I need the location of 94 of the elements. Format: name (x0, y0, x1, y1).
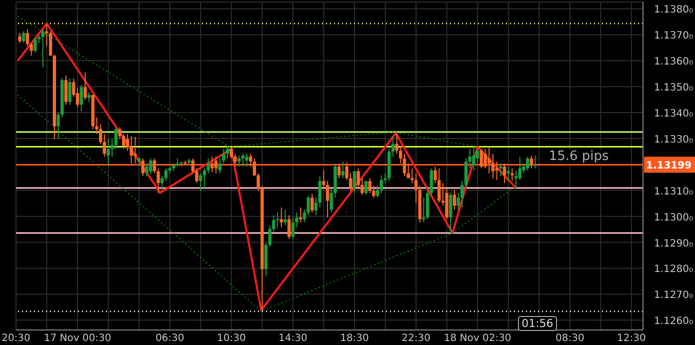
candlestick (472, 146, 476, 171)
candlestick (502, 162, 506, 184)
y-tick-label: 1.1360₀ (654, 56, 693, 68)
y-tick-label: 1.1300₀ (654, 212, 693, 224)
candlestick (284, 209, 287, 226)
candlestick (337, 162, 341, 179)
candlestick (518, 156, 522, 181)
annotation: 15.6 pips (546, 149, 612, 164)
candlestick (276, 212, 280, 228)
candlestick (376, 185, 380, 198)
candlestick (248, 153, 252, 168)
y-tick-label: 1.1340₀ (654, 108, 693, 120)
y-tick-label: 1.1370₀ (654, 30, 693, 42)
candlestick (468, 148, 472, 169)
y-tick-label: 1.1350₀ (654, 82, 693, 94)
candlestick (526, 156, 530, 171)
candlestick (202, 168, 206, 189)
y-tick-label: 1.1330₀ (654, 134, 693, 146)
candlestick (210, 156, 214, 173)
y-tick-label: 1.1290₀ (654, 238, 693, 250)
candlestick (22, 30, 26, 44)
y-tick-label: 1.1270₀ (654, 290, 693, 302)
candlestick (226, 145, 230, 159)
candlestick (480, 148, 483, 169)
candlestick (380, 174, 383, 194)
candlestick (310, 193, 314, 213)
x-tick-label: 18:30 (340, 333, 369, 344)
x-tick-label: 18 Nov 02:30 (444, 333, 512, 344)
x-tick-label: 06:30 (155, 333, 184, 344)
candlestick (499, 162, 502, 177)
candlestick (391, 136, 395, 158)
candlestick (476, 146, 480, 164)
y-tick-label: 1.1260₀ (654, 316, 693, 328)
candlestick (137, 156, 141, 168)
candlestick (126, 134, 130, 152)
candlestick (237, 155, 241, 168)
candlestick (141, 158, 144, 177)
candlestick (64, 74, 68, 106)
candlestick (80, 84, 83, 112)
x-tick-label: 08:30 (556, 333, 584, 344)
annotation: 01:56 (518, 316, 558, 331)
candlestick (68, 78, 72, 106)
candlestick (510, 168, 514, 182)
candlestick (430, 168, 433, 196)
candlestick (98, 124, 102, 144)
candlestick (364, 180, 368, 196)
candlestick (87, 92, 91, 102)
candlestick (241, 153, 244, 168)
candlestick (18, 32, 22, 44)
candlestick (287, 214, 291, 240)
ref-line-label: 1.13199 (646, 160, 692, 172)
y-tick-label: 1.1380₀ (654, 4, 693, 16)
candlestick (34, 36, 37, 54)
candlestick (402, 153, 406, 177)
x-tick-label: 10:30 (216, 333, 246, 344)
candlestick (495, 161, 498, 181)
candlestick (218, 158, 222, 174)
x-tick-label: 22:30 (402, 333, 430, 344)
y-tick-label: 1.1310₀ (654, 186, 693, 198)
candlestick (114, 126, 118, 150)
candlestick (291, 216, 295, 240)
candlestick (164, 168, 168, 182)
y-tick-label: 1.1280₀ (654, 264, 693, 276)
candlestick (534, 155, 537, 169)
x-tick-label: 17 Nov 00:30 (44, 333, 112, 344)
candlestick (102, 134, 106, 158)
candlestick (491, 153, 495, 179)
candlestick (106, 138, 110, 166)
candlestick (48, 30, 52, 56)
candlestick (84, 72, 87, 100)
candlestick (130, 136, 133, 164)
candlestick (245, 153, 248, 168)
candlestick (41, 28, 44, 68)
candlestick (352, 170, 356, 194)
candlestick (145, 162, 148, 177)
x-tick-label: 12:30 (617, 333, 646, 344)
x-tick-label: 14:30 (278, 333, 308, 344)
candlestick (341, 161, 345, 179)
candlestick (437, 168, 441, 204)
candlestick (487, 146, 491, 174)
candlestick (148, 158, 152, 175)
candlestick (280, 207, 283, 228)
candlestick (134, 136, 137, 164)
candlestick (214, 156, 218, 174)
candlestick (326, 180, 330, 218)
x-tick-label: 20:30 (2, 333, 30, 344)
candlestick (368, 178, 372, 194)
candlestick (506, 166, 510, 182)
candlestick (160, 176, 164, 190)
candlestick (530, 155, 533, 169)
candlestick (449, 192, 452, 234)
candlestick (452, 189, 456, 210)
candlestick (45, 23, 48, 46)
candlestick (198, 172, 202, 192)
